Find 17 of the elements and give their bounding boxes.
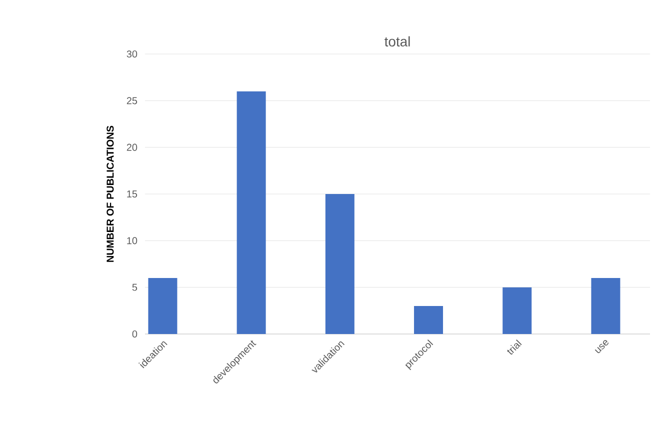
x-tick-label: trial xyxy=(507,339,522,355)
y-axis-title: NUMBER OF PUBLICATIONS xyxy=(106,126,114,262)
y-tick-label: 0 xyxy=(132,330,138,338)
bar xyxy=(325,194,354,334)
y-tick-label: 10 xyxy=(127,237,138,244)
bar xyxy=(236,91,266,334)
x-tick-label: use xyxy=(594,340,608,354)
y-tick-label: 25 xyxy=(126,97,138,104)
bar xyxy=(148,278,178,334)
y-tick-label: 30 xyxy=(126,50,138,58)
y-tick-label: 15 xyxy=(127,190,138,198)
bar xyxy=(502,287,532,334)
chart-title: total xyxy=(384,36,410,47)
y-tick-label: 20 xyxy=(126,144,138,151)
bar xyxy=(591,278,620,334)
y-tick-label: 5 xyxy=(132,284,138,291)
bar xyxy=(414,306,444,334)
